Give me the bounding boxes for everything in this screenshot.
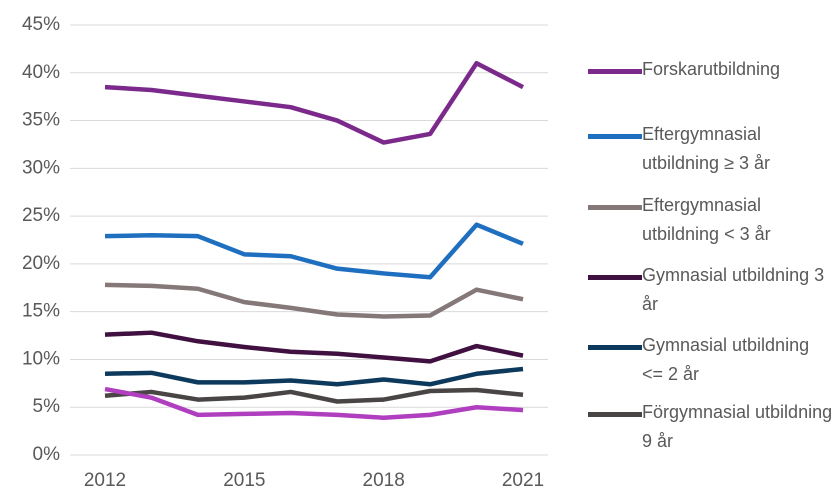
- x-tick-label: 2012: [84, 470, 126, 491]
- legend-label: Eftergymnasial utbildning < 3 år: [642, 195, 771, 244]
- legend-label: Forskarutbildning: [642, 59, 781, 79]
- legend-swatch: [588, 205, 642, 210]
- series-line: [104, 60, 525, 145]
- legend-label: Eftergymnasial utbildning ≥ 3 år: [642, 124, 770, 173]
- x-tick-label: 2018: [363, 470, 405, 491]
- x-tick-label: 2015: [223, 470, 265, 491]
- legend-swatch: [588, 69, 642, 74]
- y-tick-label: 25%: [22, 205, 60, 226]
- legend-swatch: [588, 275, 642, 280]
- y-tick-label: 15%: [22, 301, 60, 322]
- legend-label: Gymnasial utbildning <= 2 år: [642, 335, 810, 384]
- legend-label: Gymnasial utbildning 3 år: [642, 265, 825, 314]
- legend-swatch: [588, 412, 642, 417]
- y-tick-label: 45%: [22, 14, 60, 35]
- y-tick-label: 40%: [22, 62, 60, 83]
- y-tick-label: 35%: [22, 110, 60, 131]
- legend-entry: Forskarutbildning: [588, 59, 838, 84]
- series-line: [104, 387, 524, 404]
- legend-swatch: [588, 345, 642, 350]
- series-line: [104, 386, 524, 420]
- series-line: [104, 366, 524, 387]
- series-line: [104, 222, 524, 280]
- y-tick-label: 30%: [22, 157, 60, 178]
- y-tick-label: 20%: [22, 253, 60, 274]
- legend-entry: Gymnasial utbildning <= 2 år: [588, 335, 838, 389]
- legend-label: Förgymnasial utbildning 9 år: [642, 402, 833, 451]
- legend-entry: Eftergymnasial utbildning < 3 år: [588, 195, 838, 249]
- y-tick-label: 10%: [22, 348, 60, 369]
- y-tick-label: 5%: [33, 396, 61, 417]
- x-tick-label: 2021: [502, 470, 544, 491]
- legend-entry: Gymnasial utbildning 3 år: [588, 265, 838, 319]
- legend-entry: Eftergymnasial utbildning ≥ 3 år: [588, 124, 838, 178]
- legend-swatch: [588, 134, 642, 139]
- y-tick-label: 0%: [33, 444, 61, 465]
- series-line: [104, 282, 524, 319]
- legend-entry: Förgymnasial utbildning 9 år: [588, 402, 838, 456]
- series-line: [104, 330, 524, 364]
